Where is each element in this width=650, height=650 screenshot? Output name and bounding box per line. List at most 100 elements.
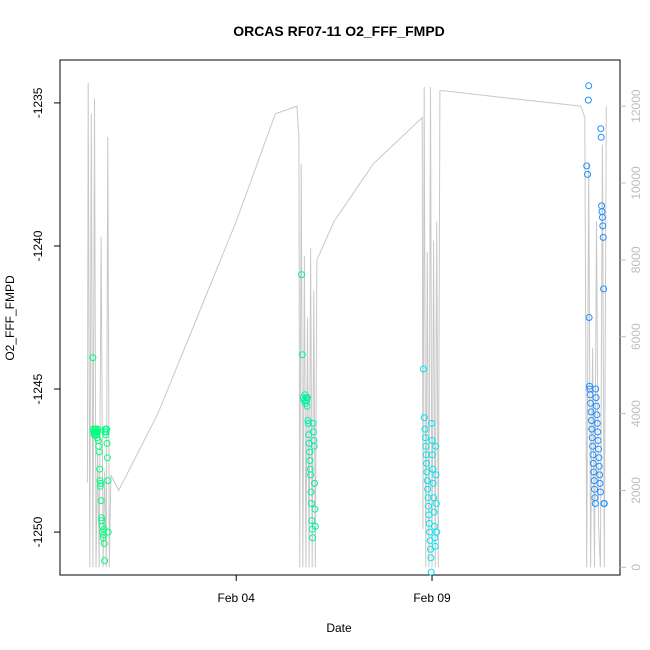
data-point — [431, 542, 439, 550]
secondary-y-tick-label: 4000 — [629, 400, 643, 427]
data-point — [597, 125, 605, 133]
data-point — [587, 399, 595, 407]
data-point — [432, 442, 440, 450]
data-point — [308, 517, 316, 525]
data-point — [584, 170, 591, 178]
secondary-y-tick-label: 6000 — [629, 323, 643, 350]
secondary-series-line — [86, 83, 607, 568]
data-points-layer — [89, 82, 608, 576]
data-point — [97, 497, 105, 505]
data-point — [592, 385, 600, 393]
data-point — [594, 428, 602, 436]
y-tick-label: -1245 — [31, 373, 45, 404]
data-point — [420, 414, 428, 422]
data-point — [298, 271, 306, 279]
data-point — [309, 419, 317, 427]
secondary-y-tick-label: 12000 — [629, 89, 643, 123]
plot-frame — [59, 59, 621, 576]
series-rf09 — [419, 365, 441, 576]
data-point — [426, 528, 434, 536]
data-point — [595, 462, 603, 470]
data-point — [96, 465, 104, 473]
chart-title: ORCAS RF07-11 O2_FFF_FMPD — [233, 23, 445, 39]
data-point — [309, 428, 317, 436]
data-point — [95, 448, 103, 456]
data-point — [597, 133, 605, 141]
data-point — [595, 445, 602, 453]
data-point — [589, 459, 597, 467]
data-point — [421, 425, 429, 433]
secondary-y-tick-label: 8000 — [629, 246, 643, 273]
data-point — [307, 471, 315, 479]
data-point — [425, 502, 432, 510]
data-point — [428, 437, 436, 444]
data-point — [311, 522, 319, 530]
data-point — [589, 451, 597, 459]
data-point — [591, 485, 598, 493]
data-point — [429, 479, 437, 487]
data-point — [303, 402, 311, 410]
secondary-series-layer — [86, 83, 607, 568]
data-point — [423, 477, 431, 485]
data-point — [592, 394, 600, 402]
data-point — [599, 222, 607, 230]
data-point — [94, 425, 102, 433]
data-point — [428, 419, 436, 427]
data-point — [89, 354, 97, 362]
data-point — [304, 394, 311, 402]
data-point — [598, 213, 606, 221]
data-point — [101, 557, 109, 565]
data-point — [423, 468, 431, 476]
data-point — [585, 314, 593, 321]
data-point — [307, 500, 315, 507]
data-point — [593, 419, 601, 427]
data-point — [590, 477, 598, 485]
data-point — [104, 528, 112, 536]
x-axis-label: Date — [326, 621, 352, 635]
data-point — [588, 434, 596, 442]
data-point — [596, 471, 604, 479]
data-point — [588, 425, 596, 433]
data-point — [430, 494, 438, 502]
data-point — [304, 419, 312, 427]
data-point — [298, 351, 306, 359]
data-point — [306, 448, 313, 456]
data-point — [425, 511, 433, 519]
data-point — [310, 442, 318, 450]
data-point — [427, 568, 435, 576]
data-point — [304, 417, 312, 424]
data-point — [590, 468, 598, 476]
secondary-y-tick-label: 0 — [629, 564, 643, 571]
data-point — [591, 500, 599, 507]
data-point — [596, 479, 604, 487]
data-point — [430, 508, 438, 516]
y-tick-label: -1235 — [31, 87, 45, 118]
y-axis-right: 0 2000 4000 6000 8000 10000 12000 — [620, 89, 643, 571]
data-point — [593, 411, 601, 419]
y-axis-left: -1235 -1240 -1245 -1250 — [31, 87, 60, 547]
data-point — [427, 554, 435, 562]
data-point — [103, 439, 111, 447]
data-point — [311, 505, 319, 513]
data-point — [309, 534, 317, 542]
data-point — [600, 285, 608, 293]
data-point — [103, 454, 111, 462]
data-point — [96, 482, 104, 490]
data-point — [598, 202, 606, 210]
data-point — [433, 528, 441, 536]
data-point — [100, 540, 108, 547]
data-point — [584, 96, 592, 104]
data-point — [307, 488, 315, 496]
data-point — [586, 382, 593, 390]
data-point — [585, 82, 593, 90]
data-point — [429, 465, 437, 473]
data-point — [594, 437, 602, 444]
data-point — [419, 365, 427, 373]
data-point — [432, 471, 440, 479]
data-point — [428, 451, 436, 459]
data-point — [425, 520, 433, 527]
data-point — [424, 485, 432, 493]
secondary-y-tick-label: 10000 — [629, 166, 643, 200]
series-rf08 — [298, 271, 319, 542]
series-rf10 — [583, 82, 608, 507]
